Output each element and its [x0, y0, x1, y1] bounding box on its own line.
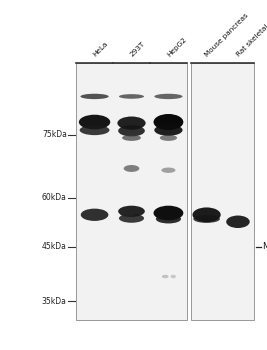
Bar	[191, 63, 254, 320]
Ellipse shape	[120, 209, 135, 217]
Ellipse shape	[119, 214, 144, 223]
Ellipse shape	[162, 275, 168, 278]
Ellipse shape	[80, 125, 109, 135]
Text: MKNK1: MKNK1	[262, 242, 267, 251]
Text: 75kDa: 75kDa	[42, 130, 67, 139]
Ellipse shape	[79, 115, 110, 130]
Ellipse shape	[154, 114, 183, 130]
Ellipse shape	[117, 117, 146, 130]
Ellipse shape	[124, 165, 139, 172]
Ellipse shape	[118, 206, 145, 217]
Text: HeLa: HeLa	[92, 41, 109, 58]
Ellipse shape	[80, 94, 109, 99]
Ellipse shape	[118, 125, 145, 136]
Ellipse shape	[226, 216, 250, 228]
Ellipse shape	[154, 125, 183, 136]
Text: 45kDa: 45kDa	[42, 242, 67, 251]
Text: Mouse pancreas: Mouse pancreas	[204, 12, 249, 58]
Text: 60kDa: 60kDa	[42, 193, 67, 202]
Ellipse shape	[161, 168, 175, 173]
Ellipse shape	[122, 135, 141, 141]
Ellipse shape	[160, 135, 177, 141]
Ellipse shape	[193, 208, 221, 222]
Ellipse shape	[193, 215, 220, 223]
Text: 293T: 293T	[129, 41, 146, 58]
Text: HepG2: HepG2	[166, 36, 187, 58]
Ellipse shape	[171, 275, 176, 278]
Ellipse shape	[154, 206, 183, 220]
Ellipse shape	[81, 209, 108, 221]
Ellipse shape	[119, 94, 144, 99]
Ellipse shape	[156, 215, 181, 223]
Text: 35kDa: 35kDa	[42, 296, 67, 306]
Text: Rat skeletal muscle: Rat skeletal muscle	[235, 4, 267, 58]
Ellipse shape	[154, 94, 183, 99]
Bar	[76, 63, 187, 320]
